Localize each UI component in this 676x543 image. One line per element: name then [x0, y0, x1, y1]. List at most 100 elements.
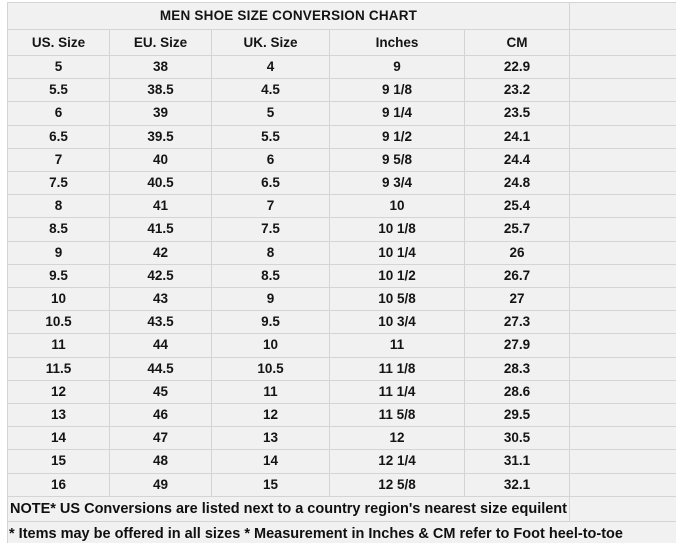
cell-empty[interactable]	[569, 495, 676, 522]
cell-cm[interactable]: 26.7	[464, 263, 570, 289]
cell-empty[interactable]	[569, 147, 676, 173]
cell-eu-size[interactable]: 46	[109, 403, 212, 428]
cell-uk-size[interactable]: 4	[211, 54, 330, 80]
cell-us-size[interactable]: 5.5	[7, 78, 110, 103]
cell-us-size[interactable]: 14	[7, 426, 110, 451]
cell-inches[interactable]: 12 1/4	[329, 449, 465, 474]
cell-empty[interactable]	[569, 194, 676, 219]
cell-cm[interactable]: 27.3	[464, 310, 570, 335]
cell-empty[interactable]	[569, 240, 676, 265]
cell-inches[interactable]: 12	[329, 426, 465, 451]
cell-eu-size[interactable]: 42.5	[109, 263, 212, 289]
column-header-cm[interactable]: CM	[464, 29, 570, 56]
cell-cm[interactable]: 25.4	[464, 194, 570, 219]
cell-empty[interactable]	[569, 287, 676, 312]
cell-uk-size[interactable]: 10.5	[211, 356, 330, 381]
cell-cm[interactable]: 24.8	[464, 171, 570, 196]
cell-empty[interactable]	[569, 472, 676, 497]
cell-us-size[interactable]: 6.5	[7, 124, 110, 149]
cell-eu-size[interactable]: 41	[109, 194, 212, 219]
cell-inches[interactable]: 9	[329, 54, 465, 80]
cell-us-size[interactable]: 9.5	[7, 263, 110, 289]
column-header-empty[interactable]	[569, 29, 676, 56]
cell-eu-size[interactable]: 39	[109, 101, 212, 126]
cell-empty[interactable]	[569, 217, 676, 242]
cell-us-size[interactable]: 6	[7, 101, 110, 126]
cell-inches[interactable]: 10	[329, 194, 465, 219]
cell-cm[interactable]: 23.2	[464, 78, 570, 103]
cell-empty[interactable]	[569, 124, 676, 149]
cell-uk-size[interactable]: 5	[211, 101, 330, 126]
cell-cm[interactable]: 25.7	[464, 217, 570, 242]
cell-us-size[interactable]: 8	[7, 194, 110, 219]
title-row-empty-cell[interactable]	[569, 2, 676, 30]
cell-uk-size[interactable]: 9.5	[211, 310, 330, 335]
cell-us-size[interactable]: 13	[7, 403, 110, 428]
cell-eu-size[interactable]: 44.5	[109, 356, 212, 381]
cell-eu-size[interactable]: 41.5	[109, 217, 212, 242]
cell-cm[interactable]: 28.6	[464, 379, 570, 405]
cell-uk-size[interactable]: 14	[211, 449, 330, 474]
cell-inches[interactable]: 10 3/4	[329, 310, 465, 335]
cell-uk-size[interactable]: 7.5	[211, 217, 330, 242]
cell-eu-size[interactable]: 45	[109, 379, 212, 405]
cell-eu-size[interactable]: 38.5	[109, 78, 212, 103]
cell-inches[interactable]: 9 3/4	[329, 171, 465, 196]
cell-eu-size[interactable]: 42	[109, 240, 212, 265]
cell-uk-size[interactable]: 6	[211, 147, 330, 173]
cell-us-size[interactable]: 9	[7, 240, 110, 265]
cell-cm[interactable]: 23.5	[464, 101, 570, 126]
cell-inches[interactable]: 12 5/8	[329, 472, 465, 497]
cell-us-size[interactable]: 8.5	[7, 217, 110, 242]
cell-inches[interactable]: 9 5/8	[329, 147, 465, 173]
cell-inches[interactable]: 11 1/4	[329, 379, 465, 405]
cell-eu-size[interactable]: 40	[109, 147, 212, 173]
cell-inches[interactable]: 10 1/8	[329, 217, 465, 242]
cell-uk-size[interactable]: 8	[211, 240, 330, 265]
cell-uk-size[interactable]: 7	[211, 194, 330, 219]
cell-us-size[interactable]: 15	[7, 449, 110, 474]
cell-empty[interactable]	[569, 101, 676, 126]
cell-cm[interactable]: 31.1	[464, 449, 570, 474]
column-header-us-size[interactable]: US. Size	[7, 29, 110, 56]
cell-cm[interactable]: 29.5	[464, 403, 570, 428]
cell-cm[interactable]: 28.3	[464, 356, 570, 381]
cell-us-size[interactable]: 10	[7, 287, 110, 312]
cell-uk-size[interactable]: 15	[211, 472, 330, 497]
cell-cm[interactable]: 26	[464, 240, 570, 265]
cell-empty[interactable]	[569, 449, 676, 474]
cell-empty[interactable]	[569, 333, 676, 358]
cell-eu-size[interactable]: 39.5	[109, 124, 212, 149]
cell-eu-size[interactable]: 48	[109, 449, 212, 474]
cell-cm[interactable]: 22.9	[464, 54, 570, 80]
cell-uk-size[interactable]: 9	[211, 287, 330, 312]
cell-us-size[interactable]: 7.5	[7, 171, 110, 196]
cell-cm[interactable]: 27	[464, 287, 570, 312]
column-header-inches[interactable]: Inches	[329, 29, 465, 56]
cell-eu-size[interactable]: 38	[109, 54, 212, 80]
cell-empty[interactable]	[569, 426, 676, 451]
cell-us-size[interactable]: 5	[7, 54, 110, 80]
cell-eu-size[interactable]: 43	[109, 287, 212, 312]
cell-empty[interactable]	[569, 379, 676, 405]
cell-uk-size[interactable]: 6.5	[211, 171, 330, 196]
cell-eu-size[interactable]: 47	[109, 426, 212, 451]
cell-uk-size[interactable]: 5.5	[211, 124, 330, 149]
cell-inches[interactable]: 9 1/8	[329, 78, 465, 103]
cell-uk-size[interactable]: 13	[211, 426, 330, 451]
cell-us-size[interactable]: 11	[7, 333, 110, 358]
cell-empty[interactable]	[569, 171, 676, 196]
cell-empty[interactable]	[569, 78, 676, 103]
cell-eu-size[interactable]: 44	[109, 333, 212, 358]
cell-eu-size[interactable]: 49	[109, 472, 212, 497]
cell-inches[interactable]: 10 1/2	[329, 263, 465, 289]
cell-inches[interactable]: 10 5/8	[329, 287, 465, 312]
cell-uk-size[interactable]: 12	[211, 403, 330, 428]
column-header-uk-size[interactable]: UK. Size	[211, 29, 330, 56]
cell-eu-size[interactable]: 40.5	[109, 171, 212, 196]
cell-inches[interactable]: 11 1/8	[329, 356, 465, 381]
cell-inches[interactable]: 10 1/4	[329, 240, 465, 265]
cell-cm[interactable]: 24.1	[464, 124, 570, 149]
column-header-eu-size[interactable]: EU. Size	[109, 29, 212, 56]
cell-cm[interactable]: 24.4	[464, 147, 570, 173]
